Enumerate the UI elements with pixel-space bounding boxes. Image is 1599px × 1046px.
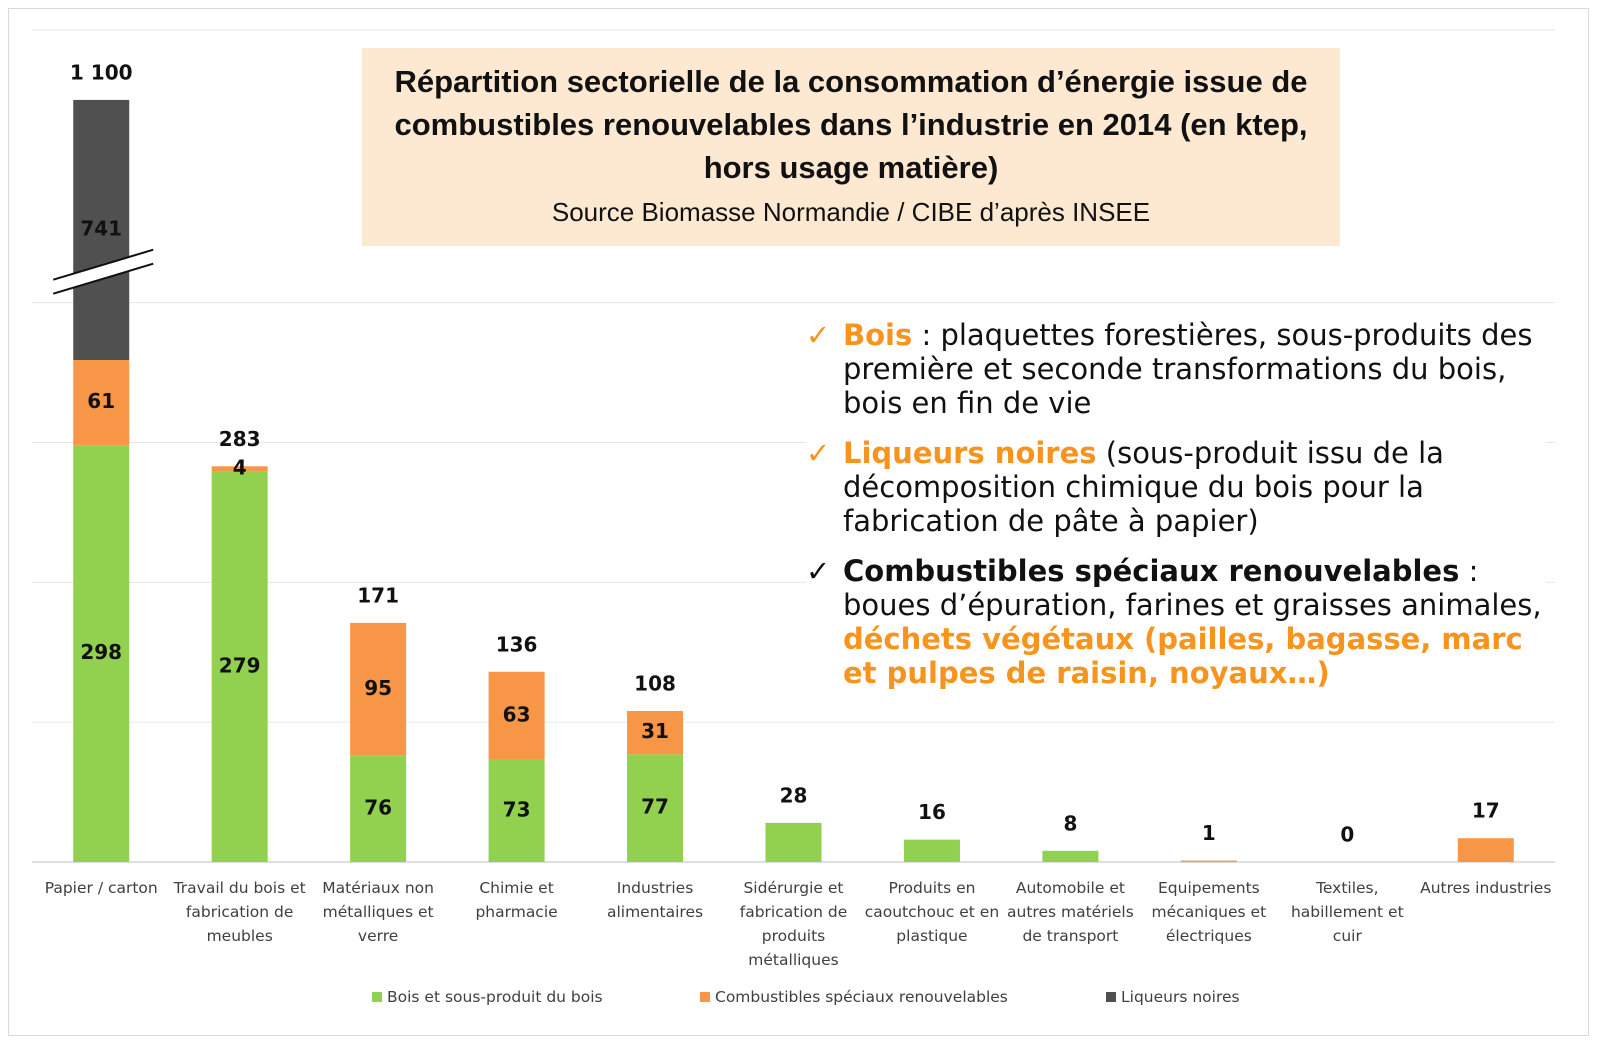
segment-label: 61 (87, 389, 115, 413)
note-text: (sous-produit issu de la décomposition c… (843, 436, 1444, 538)
x-tick-label: Matériaux non métalliques et verre (322, 879, 434, 945)
legend-swatch (1106, 992, 1116, 1002)
note: ✓ Combustibles spéciaux renouvelables : b… (806, 554, 1546, 690)
bar-segment (350, 622, 407, 756)
segment-label: 73 (503, 797, 531, 821)
x-tick-label: Papier / carton (44, 879, 158, 897)
total-label: 283 (219, 427, 261, 451)
note-text: : plaquettes forestières, sous-produits … (843, 318, 1533, 420)
bar-segment (627, 710, 684, 755)
bar-segment (211, 466, 268, 472)
total-label: 108 (634, 671, 676, 695)
segment-label: 63 (503, 702, 531, 726)
title-box: Répartition sectorielle de la consommati… (362, 48, 1340, 246)
note-check: ✓ (806, 318, 831, 352)
bar-segment (488, 671, 545, 760)
axis-break-line (52, 262, 154, 295)
legend-swatch (700, 992, 710, 1002)
bar-segment (73, 99, 130, 361)
bar-segment (211, 471, 268, 862)
bar-segment (627, 754, 684, 862)
bar-segment (1180, 860, 1237, 862)
total-label: 16 (918, 800, 946, 824)
segment-label: 298 (80, 640, 122, 664)
total-label: 8 (1063, 811, 1077, 835)
bar-segment (1042, 850, 1099, 862)
bar-segment (73, 360, 130, 446)
total-label: 1 (1202, 821, 1216, 845)
legend-label: Combustibles spéciaux renouvelables (715, 988, 1008, 1006)
legend-item: Bois et sous-produit du bois (372, 988, 603, 1006)
total-label: 17 (1472, 799, 1500, 823)
segment-label: 741 (80, 216, 122, 240)
frame (8, 8, 1589, 1036)
bar-segment (73, 445, 130, 862)
bar-segment (765, 822, 822, 862)
x-tick-label: Equipements mécaniques et électriques (1151, 879, 1267, 945)
note-text: : boues d’épuration, farines et graisses… (843, 554, 1542, 622)
notes: ✓ Bois : plaquettes forestières, sous-pro… (806, 318, 1546, 706)
total-label: 171 (357, 583, 399, 607)
x-tick-label: Autres industries (1420, 879, 1552, 897)
bar-segment (350, 755, 407, 862)
note-head: Liqueurs noires (843, 436, 1097, 470)
note-head: Combustibles spéciaux renouvelables (843, 554, 1460, 588)
x-tick-label: Textiles, habillement et cuir (1290, 879, 1404, 945)
x-tick-label: Chimie et pharmacie (475, 879, 558, 921)
note: ✓ Bois : plaquettes forestières, sous-pro… (806, 318, 1546, 420)
total-label: 136 (496, 632, 538, 656)
axis-break (53, 249, 154, 294)
x-tick-label: Automobile et autres matériels de transp… (1007, 879, 1134, 945)
note-check: ✓ (806, 554, 831, 588)
segment-label: 4 (233, 456, 247, 480)
note: ✓ Liqueurs noires (sous-produit issu de l… (806, 436, 1546, 538)
chart-subtitle: Source Biomasse Normandie / CIBE d’après… (551, 197, 1151, 227)
total-label: 0 (1340, 823, 1354, 847)
legend-label: Bois et sous-produit du bois (387, 988, 603, 1006)
total-label: 28 (780, 783, 808, 807)
x-tick-label: Produits en caoutchouc et en plastique (864, 879, 1000, 945)
bar-segment (1457, 838, 1514, 862)
x-tick-label: Industries alimentaires (606, 879, 704, 921)
note-highlight: déchets végétaux (pailles, bagasse, marc… (843, 622, 1523, 690)
x-tick-label: Sidérurgie et fabrication de produits mé… (739, 879, 848, 969)
legend-item: Combustibles spéciaux renouvelables (700, 988, 1008, 1006)
legend-item: Liqueurs noires (1106, 988, 1240, 1006)
chart-title: Répartition sectorielle de la consommati… (394, 64, 1308, 185)
segment-label: 95 (364, 676, 392, 700)
note-check: ✓ (806, 436, 831, 470)
bar-segment (903, 839, 960, 862)
segment-label: 76 (364, 795, 392, 819)
axis-break-line (52, 248, 154, 281)
segment-label: 77 (641, 795, 669, 819)
legend-swatch (372, 992, 382, 1002)
segment-label: 31 (641, 719, 669, 743)
total-label: 1 100 (70, 60, 133, 84)
bar-segment (488, 759, 545, 862)
segment-label: 279 (219, 653, 261, 677)
x-tick-label: Travail du bois et fabrication de meuble… (173, 879, 306, 945)
legend-label: Liqueurs noires (1121, 988, 1240, 1006)
note-head: Bois (843, 318, 913, 352)
